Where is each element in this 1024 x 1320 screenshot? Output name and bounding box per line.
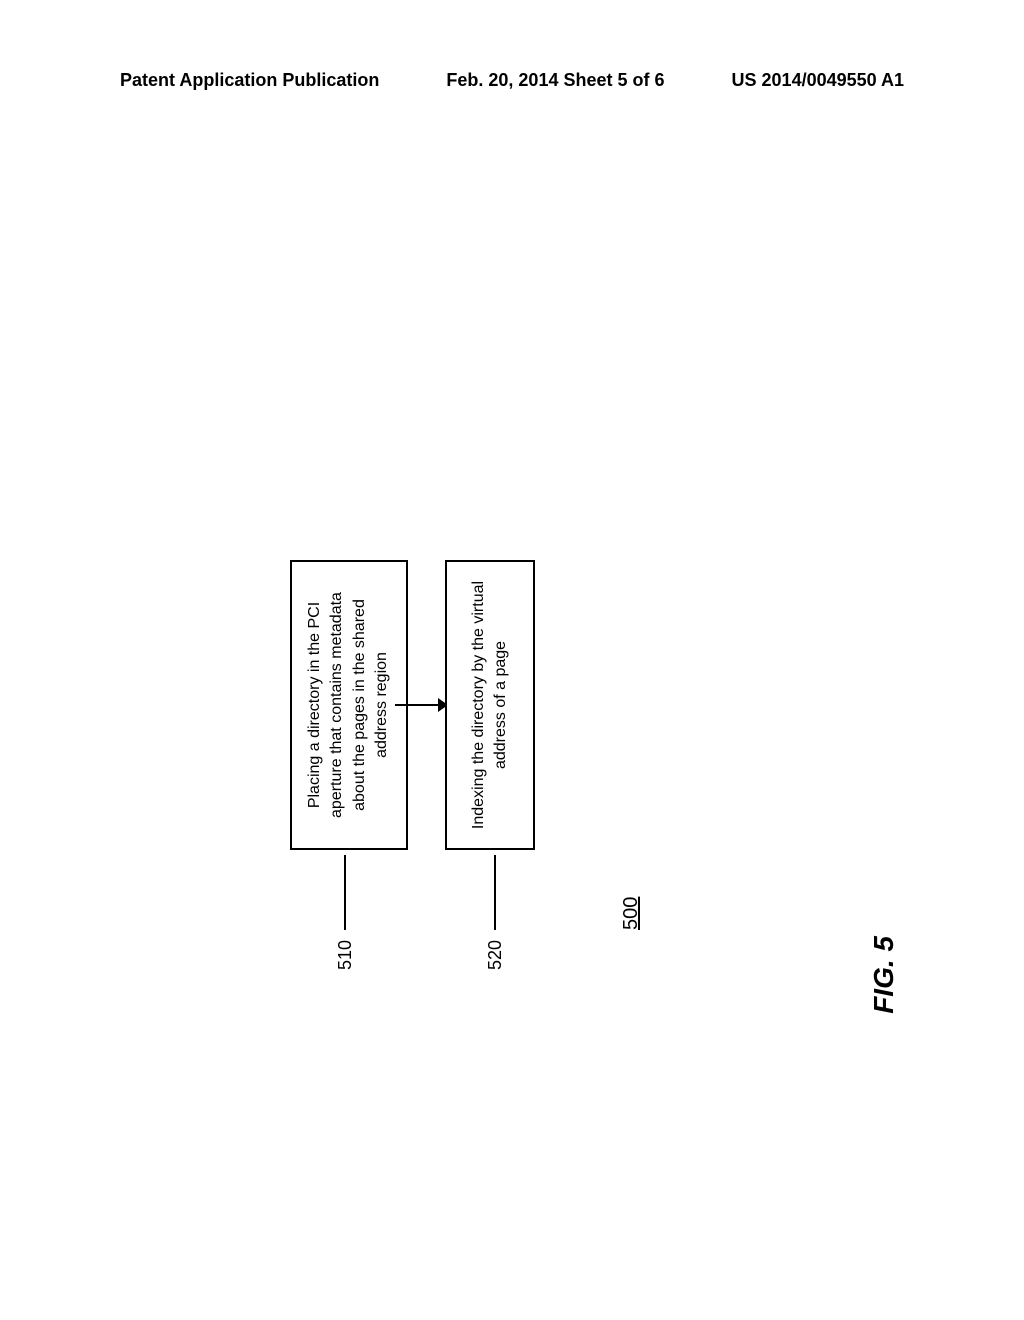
flowchart-node-510: Placing a directory in the PCI aperture … [290, 560, 408, 850]
flowchart-node-520: Indexing the directory by the virtual ad… [445, 560, 535, 850]
figure-reference-500: 500 [620, 897, 643, 930]
node-reference-510: 510 [335, 940, 356, 970]
flowchart-rotated: 510 Placing a directory in the PCI apert… [290, 470, 690, 970]
header-date-sheet: Feb. 20, 2014 Sheet 5 of 6 [446, 70, 664, 91]
node-reference-520: 520 [485, 940, 506, 970]
ref-connector-520 [494, 855, 496, 930]
header-publication-type: Patent Application Publication [120, 70, 379, 91]
node-520-text: Indexing the directory by the virtual ad… [468, 580, 513, 830]
header-publication-number: US 2014/0049550 A1 [732, 70, 904, 91]
node-510-text: Placing a directory in the PCI aperture … [306, 592, 390, 818]
ref-connector-510 [344, 855, 346, 930]
figure-label: FIG. 5 [868, 936, 900, 1014]
page-header: Patent Application Publication Feb. 20, … [0, 70, 1024, 91]
figure-5-container: 510 Placing a directory in the PCI apert… [130, 460, 860, 940]
